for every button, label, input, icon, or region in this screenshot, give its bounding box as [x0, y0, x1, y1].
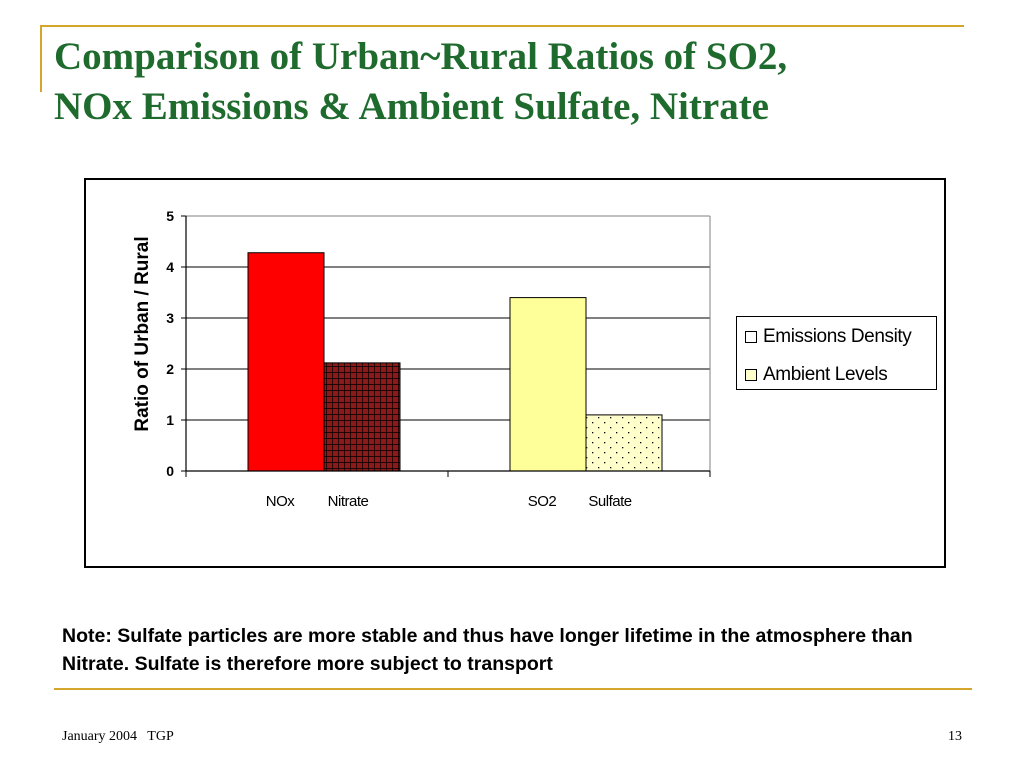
legend-label-emissions-density: Emissions Density: [763, 326, 912, 347]
chart-frame: 0 1 2 3 4 5 NOx Nitrate SO2 Sulfate Ratio of Urba…: [84, 178, 946, 568]
legend-item-emissions-density: Emissions Density: [745, 325, 912, 349]
legend-swatch-ambient-levels: [745, 369, 757, 381]
slide-note: Note: Sulfate particles are more stable …: [62, 625, 913, 675]
slide-title: Comparison of Urban~Rural Ratios of SO2,…: [54, 32, 984, 132]
title-accent-bar: [40, 26, 42, 92]
x-label-nox: NOx: [266, 493, 296, 510]
y-tick-label-0: 0: [166, 463, 174, 479]
bar-so2: [509, 297, 587, 472]
axes: [181, 215, 711, 477]
slide-title-line-1: Comparison of Urban~Rural Ratios of SO2,: [54, 35, 788, 78]
y-tick-label-5: 5: [166, 208, 174, 224]
legend-item-ambient-levels: Ambient Levels: [745, 363, 888, 387]
y-axis-title: Ratio of Urban / Rural: [132, 236, 153, 431]
footer-rule: [54, 688, 972, 690]
x-label-nitrate: Nitrate: [328, 493, 369, 510]
legend-swatch-emissions-density: [745, 331, 757, 343]
y-tick-label-3: 3: [166, 310, 174, 326]
bar-chart: 0 1 2 3 4 5 NOx Nitrate SO2 Sulfate Ratio of Urba…: [132, 208, 711, 510]
y-tick-label-1: 1: [166, 412, 174, 428]
footer-date-author: January 2004 TGP: [62, 729, 174, 744]
y-tick-label-4: 4: [166, 259, 174, 275]
bars: [247, 252, 663, 472]
tick-labels: 0 1 2 3 4 5 NOx Nitrate SO2 Sulfate: [166, 208, 632, 510]
slide-title-line-2: NOx Emissions & Ambient Sulfate, Nitrate: [54, 85, 769, 128]
x-label-sulfate: Sulfate: [588, 493, 631, 510]
bar-nox: [247, 252, 325, 472]
title-accent-rule: [40, 25, 964, 27]
chart-legend: Emissions Density Ambient Levels: [736, 316, 937, 390]
legend-label-ambient-levels: Ambient Levels: [763, 364, 888, 385]
y-tick-label-2: 2: [166, 361, 174, 377]
bar-sulfate: [585, 414, 663, 472]
page-number: 13: [948, 729, 962, 744]
x-label-so2: SO2: [528, 493, 557, 510]
bar-nitrate: [323, 362, 401, 472]
